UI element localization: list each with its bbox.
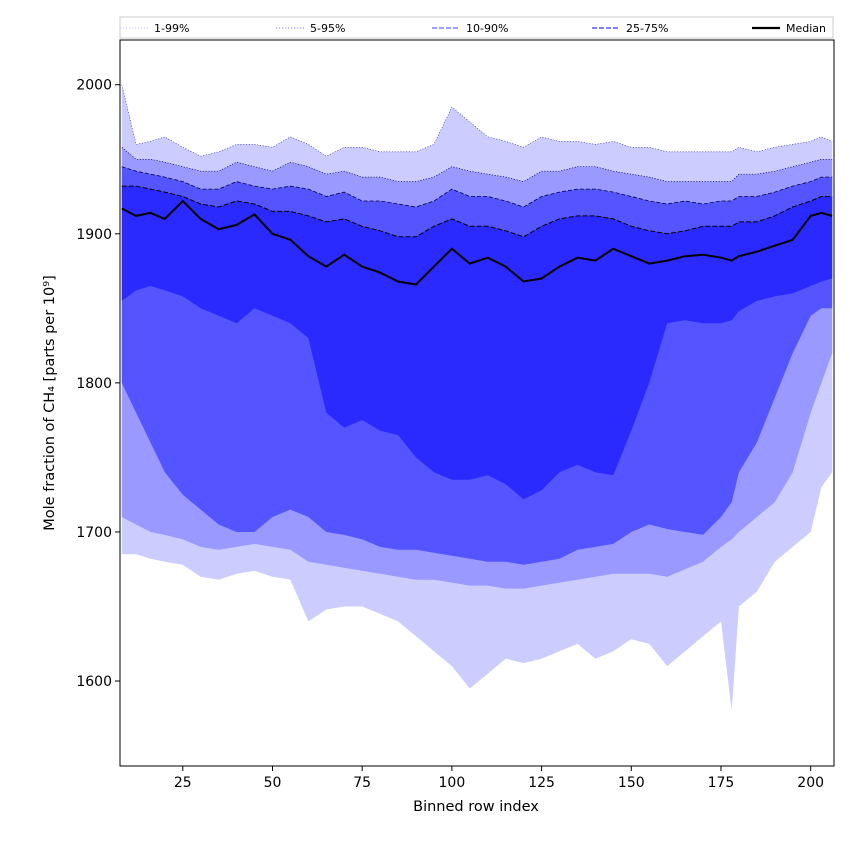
x-tick-label: 50 <box>264 775 282 791</box>
band-25-75% <box>121 186 833 500</box>
x-tick-label: 100 <box>439 775 466 791</box>
plot-frame <box>119 39 835 767</box>
legend-label: 5-95% <box>310 22 345 35</box>
y-tick-label: 1800 <box>76 376 112 392</box>
legend-label: 25-75% <box>626 22 668 35</box>
y-tick-label: 1600 <box>76 674 112 690</box>
x-tick-label: 150 <box>618 775 645 791</box>
x-axis-ticks: 25 50 75 100 125 150 175 200 <box>174 766 824 791</box>
percentile-lines <box>121 84 833 286</box>
x-tick-label: 125 <box>528 775 555 791</box>
line-p75 <box>121 185 833 238</box>
legend: 1-99% 5-95% 10-90% 25-75% Median <box>119 16 834 39</box>
x-tick-label: 75 <box>353 775 371 791</box>
legend-label: 1-99% <box>154 22 189 35</box>
x-tick-label: 25 <box>174 775 192 791</box>
percentile-bands <box>121 84 833 711</box>
line-median <box>121 199 833 286</box>
y-axis-ticks: 1600 1700 1800 1900 2000 <box>76 78 120 690</box>
x-axis-label: Binned row index <box>413 799 539 815</box>
y-tick-label: 2000 <box>76 78 112 94</box>
y-axis-label: Mole fraction of CH₄ [parts per 10⁹] <box>42 275 58 530</box>
y-tick-label: 1700 <box>76 525 112 541</box>
legend-label: Median <box>786 22 826 35</box>
legend-label: 10-90% <box>466 22 508 35</box>
y-tick-label: 1900 <box>76 227 112 243</box>
x-tick-label: 200 <box>797 775 824 791</box>
x-tick-label: 175 <box>708 775 735 791</box>
